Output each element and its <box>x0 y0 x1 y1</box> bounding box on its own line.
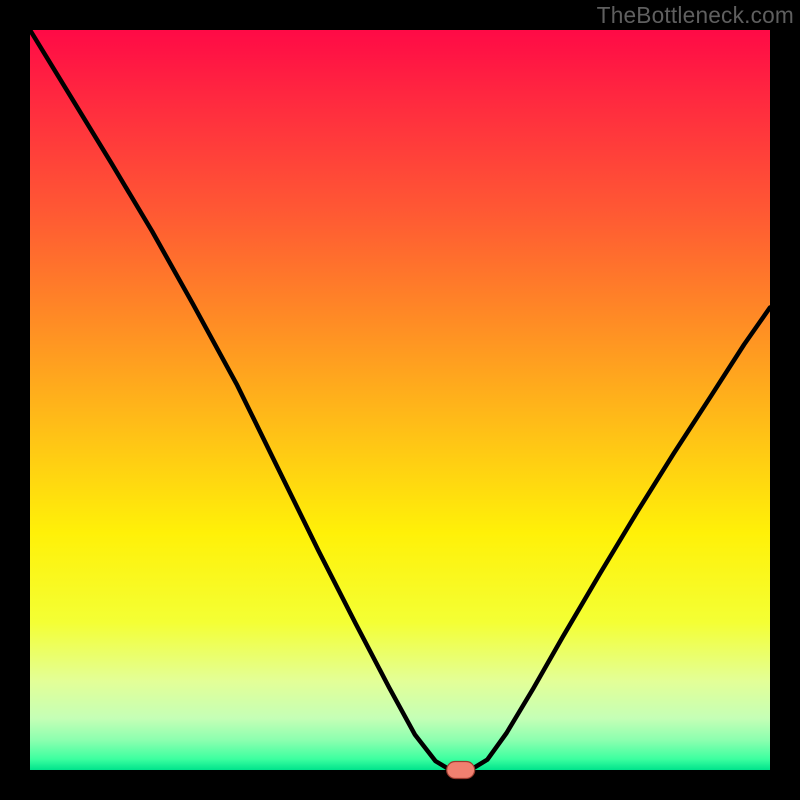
bottleneck-chart <box>0 0 800 800</box>
watermark-text: TheBottleneck.com <box>597 2 794 29</box>
optimal-marker <box>447 762 475 779</box>
plot-background <box>30 30 770 770</box>
